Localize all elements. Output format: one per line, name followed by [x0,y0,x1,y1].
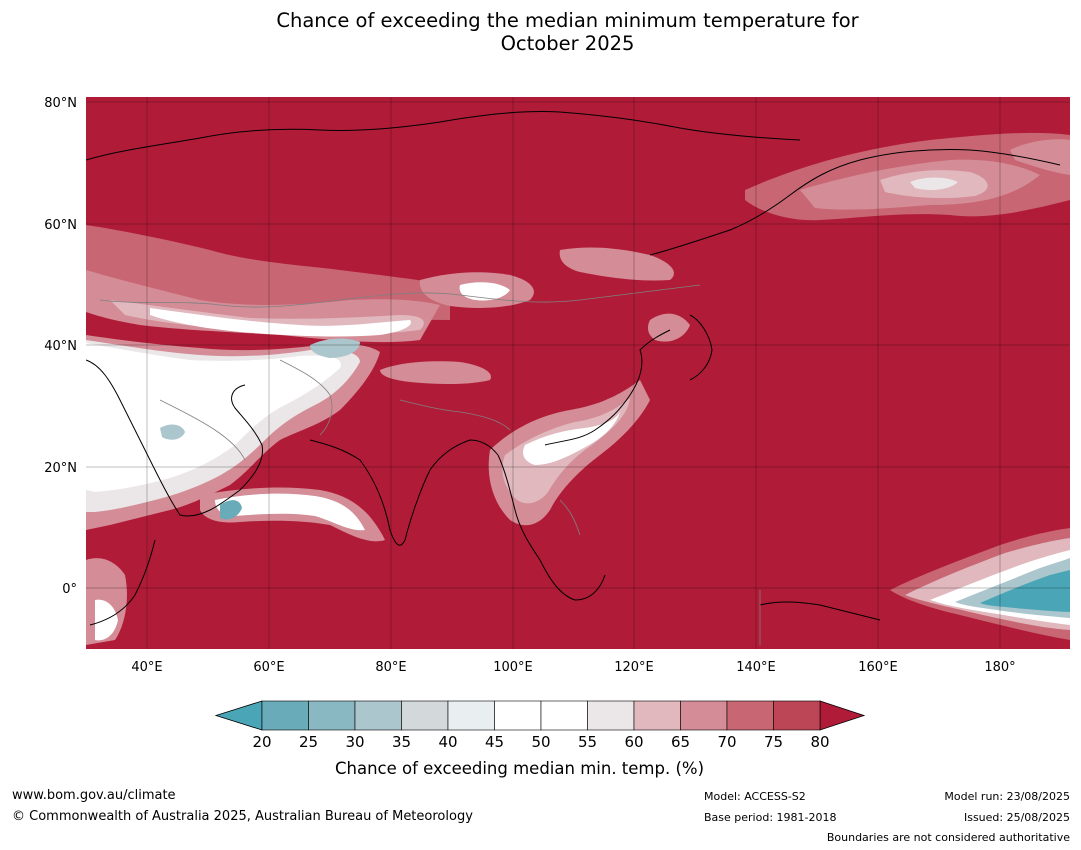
disclaimer-text: Boundaries are not considered authoritat… [826,831,1070,844]
colorbar-swatch [680,700,728,731]
colorbar-swatch [308,700,356,731]
colorbar-swatch [401,700,449,731]
title-line-2: October 2025 [500,32,635,55]
lat-tick-80n: 80°N [44,96,77,111]
region-east-africa-white [95,599,118,641]
lon-tick-labels: 40°E 60°E 80°E 100°E 120°E 140°E 160°E 1… [131,660,1015,675]
gridlines [86,97,1070,649]
colorbar-tick-label: 50 [531,733,550,751]
colorbar-tick-label: 45 [485,733,504,751]
region-north-china-70 [559,247,674,281]
region-pacific-blue-25 [980,570,1070,612]
colorbar-tick-label: 60 [624,733,643,751]
region-chukotka-65 [1010,139,1070,175]
colorbar-tick-label: 80 [810,733,829,751]
colorbar-under-arrow [214,700,263,731]
colorbar-swatch [447,700,495,731]
colorbar-over-arrow [819,700,866,731]
lon-tick-180: 180° [984,660,1015,675]
lat-tick-60n: 60°N [44,218,77,233]
colorbar-tick-label: 55 [578,733,597,751]
colorbar-tick-label: 25 [299,733,318,751]
copyright-text: © Commonwealth of Australia 2025, Austra… [12,809,473,824]
region-arabian-sea-white [215,493,365,531]
colorbar-swatch [587,700,635,731]
colorbar-swatch [726,700,774,731]
colorbar: 20 25 30 35 40 45 50 55 60 65 70 75 80 [214,700,866,751]
issued-label: Issued: 25/08/2025 [963,811,1070,824]
lat-tick-20n: 20°N [44,461,77,476]
region-mongolia-white [459,282,510,301]
lon-tick-60e: 60°E [253,660,284,675]
lon-tick-160e: 160°E [858,660,898,675]
colorbar-swatch [540,700,588,731]
website-link[interactable]: www.bom.gov.au/climate [12,788,176,803]
region-kazakhstan-white [150,308,411,337]
lon-tick-40e: 40°E [131,660,162,675]
colorbar-swatch [773,700,821,731]
lat-tick-labels: 80°N 60°N 40°N 20°N 0° [44,96,77,597]
title-line-1: Chance of exceeding the median minimum t… [276,9,859,32]
colorbar-swatch [261,700,309,731]
colorbar-swatch [633,700,681,731]
model-label: Model: ACCESS-S2 [704,790,806,803]
region-japan-70 [647,313,690,342]
colorbar-tick-label: 70 [717,733,736,751]
probability-regions [86,97,1070,649]
country-borders [99,284,761,645]
colorbar-tick-label: 35 [392,733,411,751]
region-arabia-blue-40 [160,424,185,440]
lon-tick-80e: 80°E [375,660,406,675]
lon-tick-100e: 100°E [493,660,533,675]
region-ne-siberia-55 [910,177,958,190]
lon-tick-140e: 140°E [736,660,776,675]
colorbar-tick-label: 40 [438,733,457,751]
colorbar-swatch [354,700,402,731]
region-somalia-blue-30 [220,500,242,520]
lat-tick-40n: 40°N [44,339,77,354]
region-tajik-blue-40 [310,338,360,358]
map-title: Chance of exceeding the median minimum t… [0,9,1081,55]
colorbar-label: Chance of exceeding median min. temp. (%… [335,759,705,778]
colorbar-tick-label: 20 [252,733,271,751]
colorbar-tick-label: 75 [764,733,783,751]
model-run-label: Model run: 23/08/2025 [944,790,1070,803]
colorbar-tick-label: 30 [345,733,364,751]
coastlines [86,111,1061,626]
lat-tick-0: 0° [62,582,77,597]
colorbar-tick-label: 65 [671,733,690,751]
base-period-label: Base period: 1981-2018 [704,811,837,824]
colorbar-swatch [494,700,542,731]
region-middle-east-white [86,343,341,492]
region-south-china-white [523,412,620,465]
region-tibet-70 [380,361,491,385]
lon-tick-120e: 120°E [614,660,654,675]
